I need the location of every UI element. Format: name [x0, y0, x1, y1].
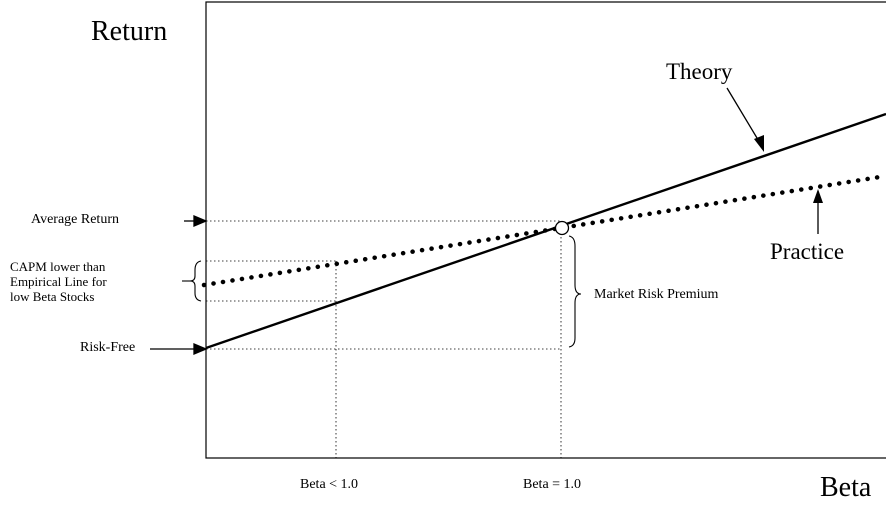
- x-axis-label: Beta: [820, 472, 872, 503]
- theory-label: Theory: [666, 59, 733, 84]
- average-return-arrowhead: [193, 215, 208, 227]
- capm-note-line-1: CAPM lower than: [10, 259, 106, 274]
- risk-free-label: Risk-Free: [80, 340, 136, 355]
- theory-callout-arrow: [726, 87, 761, 144]
- capm-note-brace: [189, 260, 202, 302]
- capm-note: CAPM lower than Empirical Line for low B…: [10, 259, 185, 304]
- market-risk-premium-label: Market Risk Premium: [594, 287, 719, 302]
- market-portfolio-point: [554, 220, 570, 236]
- average-return-label: Average Return: [31, 212, 119, 227]
- capm-note-line-2: Empirical Line for: [10, 274, 107, 289]
- theory-callout-arrowhead: [754, 135, 764, 152]
- left-arrows: [150, 215, 208, 355]
- beta-equal-one-label: Beta = 1.0: [523, 477, 582, 492]
- risk-free-arrowhead: [193, 343, 208, 355]
- market-risk-premium-brace: [568, 235, 582, 348]
- practice-label: Practice: [770, 239, 845, 264]
- y-axis-label: Return: [91, 16, 168, 47]
- practice-line: [201, 173, 886, 288]
- capm-note-line-3: low Beta Stocks: [10, 289, 95, 304]
- plot-frame: [205, 1, 886, 459]
- beta-less-than-one-label: Beta < 1.0: [300, 477, 359, 492]
- guide-lines: [206, 220, 562, 458]
- practice-callout-arrowhead: [813, 189, 823, 203]
